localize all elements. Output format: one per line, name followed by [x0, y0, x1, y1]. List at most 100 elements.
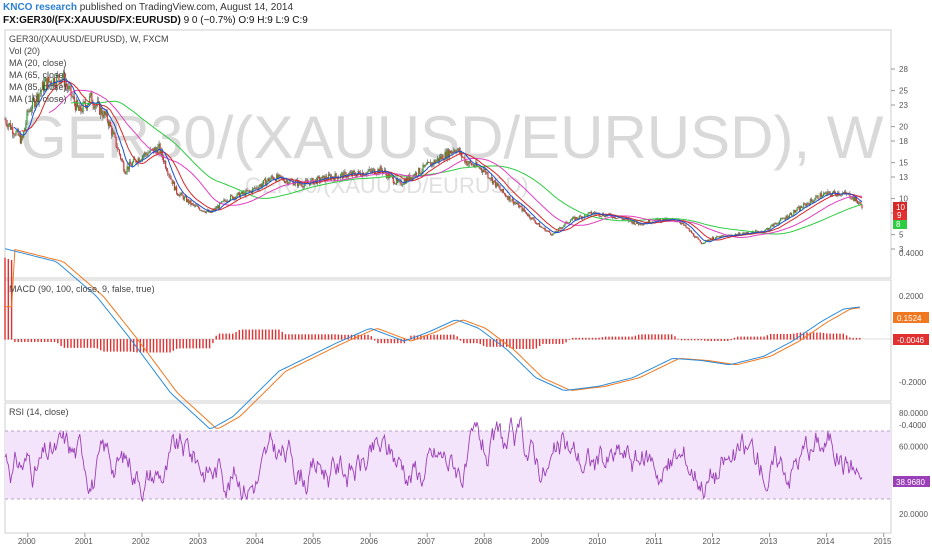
candle-body	[50, 81, 52, 85]
macd-histogram-bar	[730, 339, 732, 341]
symbol-name[interactable]: FX:GER30/(FX:XAUUSD/FX:EURUSD)	[3, 15, 181, 26]
x-tick-label: 2003	[189, 537, 207, 546]
candle-body	[569, 220, 572, 223]
macd-histogram-bar	[119, 339, 122, 352]
candle-body	[526, 214, 529, 216]
candle-body	[496, 182, 498, 187]
author-link[interactable]: KNCO research	[3, 2, 77, 13]
candle-body	[521, 206, 523, 212]
indicator-ma65[interactable]: MA (65, close)	[9, 70, 67, 80]
macd-histogram-bar	[482, 339, 485, 346]
candle-body	[529, 214, 531, 218]
ma-badge-top	[893, 202, 907, 212]
candle-body	[79, 105, 81, 111]
indicator-ma85[interactable]: MA (85, close)	[9, 82, 67, 92]
candle-body	[255, 187, 257, 189]
candle-body	[699, 240, 701, 243]
candle-body	[627, 219, 629, 220]
candle-body	[353, 171, 355, 172]
price-panel[interactable]	[4, 29, 892, 279]
candle-body	[105, 111, 107, 116]
candle-body	[271, 176, 273, 178]
macd-histogram-bar	[687, 339, 689, 341]
indicator-ma20[interactable]: MA (20, close)	[9, 58, 67, 68]
macd-histogram-bar	[598, 337, 600, 340]
candle-body	[394, 183, 397, 185]
macd-histogram-bar	[545, 339, 547, 344]
macd-panel[interactable]	[4, 279, 892, 402]
candle-body	[162, 157, 165, 163]
macd-histogram-bar	[235, 331, 237, 340]
candle-body	[441, 155, 443, 159]
macd-histogram-bar	[377, 339, 379, 344]
candle-body	[572, 217, 574, 220]
candle-body	[789, 213, 792, 215]
candle-body	[345, 172, 347, 178]
macd-histogram-bar	[637, 334, 640, 340]
candle-body	[764, 229, 766, 232]
macd-panel-title[interactable]: MACD (90, 100, close, 9, false, true)	[9, 284, 155, 294]
candle-body	[399, 180, 401, 182]
macd-histogram-bar	[113, 339, 115, 352]
candle-body	[734, 234, 737, 235]
candle-body	[623, 219, 625, 220]
candle-body	[805, 203, 807, 207]
candle-body	[328, 174, 331, 176]
candle-body	[133, 158, 135, 163]
macd-histogram-bar	[449, 334, 452, 340]
candle-body	[599, 216, 601, 217]
candle-body	[112, 131, 114, 136]
candle-body	[138, 158, 140, 162]
macd-histogram-bar	[859, 337, 861, 340]
candle-body	[765, 228, 767, 230]
candle-body	[192, 203, 194, 205]
candle-body	[357, 170, 359, 174]
candle-body	[690, 230, 693, 234]
chart-area[interactable]: GER30/(XAUUSD/EURUSD), W GER30/(XAUUSD/E…	[0, 28, 932, 550]
candle-body	[17, 129, 19, 136]
candle-body	[852, 197, 854, 200]
candle-body	[579, 215, 581, 217]
candle-body	[430, 162, 432, 167]
candle-body	[103, 111, 105, 118]
rsi-badge-text: 38.9680	[896, 478, 925, 487]
ma-badge-top-text: 10	[896, 203, 905, 212]
macd-histogram-bar	[37, 339, 39, 343]
candle-body	[638, 223, 640, 225]
macd-histogram-bar	[529, 339, 531, 349]
candle-body	[697, 237, 699, 240]
candle-body	[342, 173, 344, 179]
indicator-vol[interactable]: Vol (20)	[9, 46, 40, 56]
quote-values: 9 0 (−0.7%) O:9 H:9 L:9 C:9	[183, 15, 308, 26]
candle-body	[831, 193, 833, 196]
candle-body	[587, 213, 589, 217]
macd-histogram-bar	[496, 339, 498, 347]
macd-histogram-bar	[76, 339, 79, 348]
candle-body	[97, 101, 100, 103]
macd-histogram-bar	[826, 333, 828, 340]
candle-body	[67, 86, 69, 90]
candle-body	[621, 218, 623, 220]
candle-body	[687, 227, 689, 229]
candle-body	[269, 179, 271, 182]
candle-body	[415, 172, 418, 177]
candle-body	[493, 180, 496, 182]
candle-body	[409, 174, 411, 180]
rsi-panel-title[interactable]: RSI (14, close)	[9, 407, 69, 417]
candle-body	[226, 200, 228, 203]
macd-histogram-bar	[733, 337, 736, 340]
indicator-ma10[interactable]: MA (10, close)	[9, 94, 67, 104]
candle-body	[168, 174, 170, 176]
candle-body	[423, 164, 425, 167]
candle-body	[815, 196, 817, 200]
candle-body	[489, 178, 491, 180]
candle-body	[372, 168, 375, 170]
candle-body	[12, 127, 14, 135]
candle-body	[799, 206, 801, 211]
macd-histogram-bar	[96, 339, 99, 349]
candle-body	[723, 235, 726, 237]
candle-body	[568, 222, 570, 224]
candle-body	[260, 184, 262, 187]
candle-body	[184, 196, 187, 198]
candle-body	[83, 101, 85, 103]
